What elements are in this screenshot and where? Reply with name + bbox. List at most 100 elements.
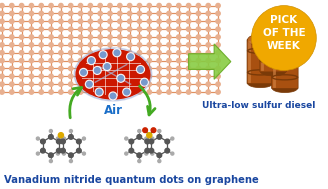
Circle shape bbox=[99, 51, 107, 59]
Circle shape bbox=[69, 3, 73, 8]
Circle shape bbox=[108, 90, 112, 94]
Circle shape bbox=[151, 128, 156, 132]
Circle shape bbox=[19, 58, 24, 63]
Circle shape bbox=[10, 3, 14, 8]
Circle shape bbox=[39, 58, 43, 63]
Circle shape bbox=[216, 35, 220, 39]
Circle shape bbox=[216, 43, 220, 47]
Circle shape bbox=[137, 27, 142, 31]
Circle shape bbox=[118, 90, 122, 94]
Circle shape bbox=[78, 27, 83, 31]
Circle shape bbox=[137, 58, 142, 63]
Circle shape bbox=[88, 11, 92, 16]
Circle shape bbox=[56, 139, 61, 144]
Circle shape bbox=[59, 51, 63, 55]
Circle shape bbox=[78, 66, 83, 71]
Circle shape bbox=[176, 58, 181, 63]
Circle shape bbox=[49, 27, 53, 31]
Circle shape bbox=[147, 3, 152, 8]
Circle shape bbox=[186, 51, 191, 55]
Circle shape bbox=[10, 82, 14, 86]
Circle shape bbox=[56, 152, 59, 155]
Circle shape bbox=[145, 139, 150, 144]
Circle shape bbox=[59, 66, 63, 71]
Circle shape bbox=[128, 35, 132, 39]
Circle shape bbox=[125, 152, 128, 155]
Circle shape bbox=[39, 27, 43, 31]
Circle shape bbox=[39, 43, 43, 47]
Circle shape bbox=[171, 137, 174, 140]
Circle shape bbox=[100, 52, 106, 57]
Circle shape bbox=[118, 58, 122, 63]
Circle shape bbox=[82, 137, 85, 140]
Circle shape bbox=[167, 11, 171, 16]
Circle shape bbox=[216, 90, 220, 94]
Circle shape bbox=[128, 3, 132, 8]
Circle shape bbox=[29, 43, 33, 47]
Circle shape bbox=[176, 3, 181, 8]
Circle shape bbox=[96, 89, 102, 95]
Circle shape bbox=[145, 152, 148, 155]
Circle shape bbox=[216, 82, 220, 86]
Circle shape bbox=[49, 35, 53, 39]
Circle shape bbox=[206, 58, 210, 63]
Text: Air: Air bbox=[103, 104, 122, 117]
Circle shape bbox=[117, 74, 125, 82]
Circle shape bbox=[176, 27, 181, 31]
Circle shape bbox=[157, 135, 162, 139]
Circle shape bbox=[36, 152, 39, 155]
Circle shape bbox=[118, 35, 122, 39]
Circle shape bbox=[76, 139, 81, 144]
Circle shape bbox=[98, 66, 102, 71]
Circle shape bbox=[29, 90, 33, 94]
Circle shape bbox=[104, 64, 110, 69]
Circle shape bbox=[78, 74, 83, 78]
Circle shape bbox=[88, 19, 92, 23]
Circle shape bbox=[95, 88, 103, 96]
Circle shape bbox=[62, 137, 65, 140]
Circle shape bbox=[39, 51, 43, 55]
Circle shape bbox=[62, 152, 65, 155]
Circle shape bbox=[103, 63, 111, 70]
Circle shape bbox=[206, 51, 210, 55]
Circle shape bbox=[49, 135, 53, 139]
Circle shape bbox=[142, 79, 147, 85]
Circle shape bbox=[137, 43, 142, 47]
Circle shape bbox=[78, 35, 83, 39]
Circle shape bbox=[206, 66, 210, 71]
Circle shape bbox=[19, 27, 24, 31]
Circle shape bbox=[206, 35, 210, 39]
Circle shape bbox=[118, 27, 122, 31]
Circle shape bbox=[0, 66, 4, 71]
Circle shape bbox=[206, 43, 210, 47]
Circle shape bbox=[143, 128, 148, 132]
Circle shape bbox=[167, 58, 171, 63]
Circle shape bbox=[49, 153, 53, 158]
FancyBboxPatch shape bbox=[260, 28, 286, 72]
Circle shape bbox=[186, 43, 191, 47]
Circle shape bbox=[19, 43, 24, 47]
Circle shape bbox=[19, 3, 24, 8]
Circle shape bbox=[206, 90, 210, 94]
Circle shape bbox=[157, 35, 161, 39]
Circle shape bbox=[158, 160, 161, 163]
Circle shape bbox=[80, 68, 88, 76]
Circle shape bbox=[88, 82, 92, 86]
Ellipse shape bbox=[260, 22, 286, 34]
Circle shape bbox=[196, 58, 201, 63]
Circle shape bbox=[147, 74, 152, 78]
Circle shape bbox=[108, 51, 112, 55]
Circle shape bbox=[78, 82, 83, 86]
Circle shape bbox=[98, 19, 102, 23]
Circle shape bbox=[137, 74, 142, 78]
Circle shape bbox=[186, 27, 191, 31]
Circle shape bbox=[29, 11, 33, 16]
Circle shape bbox=[29, 19, 33, 23]
Circle shape bbox=[69, 27, 73, 31]
Circle shape bbox=[69, 90, 73, 94]
Circle shape bbox=[0, 3, 4, 8]
Circle shape bbox=[157, 58, 161, 63]
Circle shape bbox=[108, 58, 112, 63]
Circle shape bbox=[59, 43, 63, 47]
Circle shape bbox=[89, 58, 94, 63]
